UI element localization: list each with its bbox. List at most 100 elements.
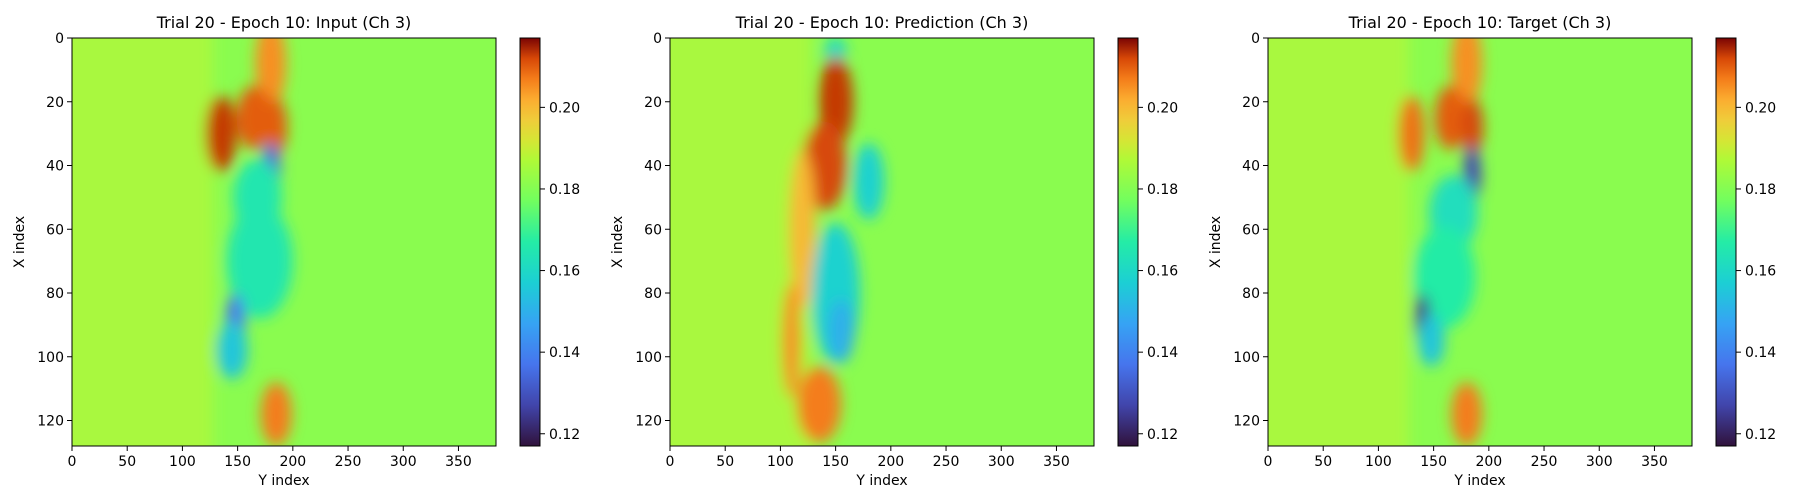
y-tick-label: 20	[644, 95, 662, 111]
x-tick-label: 50	[716, 454, 734, 470]
x-tick-label: 50	[118, 454, 136, 470]
x-tick-label: 300	[988, 454, 1015, 470]
heatmap-cell	[226, 203, 293, 319]
y-tick-label: 120	[635, 414, 662, 430]
heatmap-cell	[1451, 38, 1483, 109]
x-tick-label: 100	[767, 454, 794, 470]
x-tick-label: 250	[335, 454, 362, 470]
colorbar-tick-label: 0.20	[1147, 100, 1178, 116]
heatmap-panel-1: Trial 20 - Epoch 10: Input (Ch 3) 0 50 100 1…	[12, 13, 580, 489]
axes-frame	[1267, 37, 1693, 447]
colorbar-tick-label: 0.12	[1745, 427, 1776, 443]
heatmap-cell	[670, 38, 812, 446]
heatmap-cell	[216, 321, 248, 380]
x-tick-label: 100	[1365, 454, 1392, 470]
colorbar-tick-label: 0.18	[549, 182, 580, 198]
colorbar: 0.12 0.14 0.16 0.18 0.20	[1715, 37, 1776, 447]
colorbar-tick-label: 0.14	[1147, 345, 1178, 361]
y-tick-label: 80	[46, 286, 64, 302]
y-tick-label: 0	[55, 31, 64, 47]
y-axis-label: X index	[1208, 216, 1224, 268]
colorbar: 0.12 0.14 0.16 0.18 0.20	[1117, 37, 1178, 447]
y-tick-label: 120	[1233, 414, 1260, 430]
x-tick-label: 200	[1475, 454, 1502, 470]
colorbar: 0.12 0.14 0.16 0.18 0.20	[519, 37, 580, 447]
y-tick-label: 60	[46, 222, 64, 238]
axes-frame	[71, 37, 497, 447]
x-tick-label: 150	[224, 454, 251, 470]
colorbar-tick-label: 0.20	[1745, 100, 1776, 116]
heatmap-cell	[260, 382, 292, 446]
colorbar-gradient	[519, 37, 541, 447]
y-tick-label: 80	[1242, 286, 1260, 302]
heatmap-image	[670, 38, 1094, 446]
y-tick-label: 0	[1251, 31, 1260, 47]
colorbar-gradient	[1117, 37, 1139, 447]
x-tick-label: 350	[1043, 454, 1070, 470]
heatmap-cell	[265, 98, 288, 156]
y-tick-label: 100	[1233, 350, 1260, 366]
heatmap-cell	[789, 149, 816, 309]
heatmap-cell	[1398, 95, 1425, 172]
x-tick-label: 150	[822, 454, 849, 470]
heatmap-cell	[1413, 226, 1476, 329]
heatmap-cell	[1434, 85, 1466, 150]
heatmap-cell	[827, 299, 855, 364]
y-tick-label: 100	[635, 350, 662, 366]
heatmap-panel-3: Trial 20 - Epoch 10: Target (Ch 3) 0 50 100…	[1208, 13, 1776, 489]
heatmap-cell	[236, 85, 272, 150]
x-tick-label: 350	[445, 454, 472, 470]
x-tick-label: 300	[390, 454, 417, 470]
heatmap-cell	[1418, 315, 1445, 367]
colorbar-tick-label: 0.20	[549, 100, 580, 116]
chart-title: Trial 20 - Epoch 10: Input (Ch 3)	[156, 13, 412, 32]
x-tick-label: 350	[1641, 454, 1668, 470]
colorbar-tick-label: 0.16	[549, 264, 580, 280]
colorbar-tick-label: 0.18	[1147, 182, 1178, 198]
x-tick-label: 50	[1314, 454, 1332, 470]
chart-title: Trial 20 - Epoch 10: Prediction (Ch 3)	[735, 13, 1029, 32]
x-tick-label: 200	[279, 454, 306, 470]
heatmap-cell	[1461, 98, 1484, 156]
colorbar-tick-label: 0.12	[1147, 427, 1178, 443]
heatmap-cell	[796, 366, 842, 443]
y-tick-label: 40	[1242, 159, 1260, 175]
y-tick-label: 100	[37, 350, 64, 366]
x-tick-label: 0	[68, 454, 77, 470]
colorbar-gradient	[1715, 37, 1737, 447]
x-tick-label: 300	[1586, 454, 1613, 470]
y-tick-label: 20	[1242, 95, 1260, 111]
colorbar-tick-label: 0.18	[1745, 182, 1776, 198]
y-tick-label: 60	[1242, 222, 1260, 238]
x-tick-label: 200	[877, 454, 904, 470]
y-tick-label: 60	[644, 222, 662, 238]
axes-frame	[669, 37, 1095, 447]
heatmap-cell	[853, 143, 885, 220]
y-tick-label: 0	[653, 31, 662, 47]
colorbar-tick-label: 0.12	[549, 427, 580, 443]
y-tick-label: 80	[644, 286, 662, 302]
colorbar-tick-label: 0.14	[549, 345, 580, 361]
chart-title: Trial 20 - Epoch 10: Target (Ch 3)	[1348, 13, 1612, 32]
colorbar-tick-label: 0.14	[1745, 345, 1776, 361]
heatmap-cell	[72, 38, 214, 446]
heatmap-image	[1268, 38, 1692, 446]
y-tick-label: 40	[644, 159, 662, 175]
colorbar-tick-label: 0.16	[1745, 264, 1776, 280]
x-tick-label: 0	[666, 454, 675, 470]
colorbar-tick-label: 0.16	[1147, 264, 1178, 280]
x-axis-label: Y index	[855, 473, 907, 489]
x-tick-label: 250	[1531, 454, 1558, 470]
y-axis-label: X index	[12, 216, 28, 268]
y-tick-label: 40	[46, 159, 64, 175]
heatmap-image	[72, 38, 496, 446]
x-axis-label: Y index	[1453, 473, 1505, 489]
x-tick-label: 250	[933, 454, 960, 470]
x-tick-label: 150	[1420, 454, 1447, 470]
x-tick-label: 100	[169, 454, 196, 470]
x-tick-label: 0	[1264, 454, 1273, 470]
y-tick-label: 20	[46, 95, 64, 111]
heatmap-cell	[824, 38, 847, 64]
heatmap-panel-2: Trial 20 - Epoch 10: Prediction (Ch 3) 0 5…	[610, 13, 1178, 489]
